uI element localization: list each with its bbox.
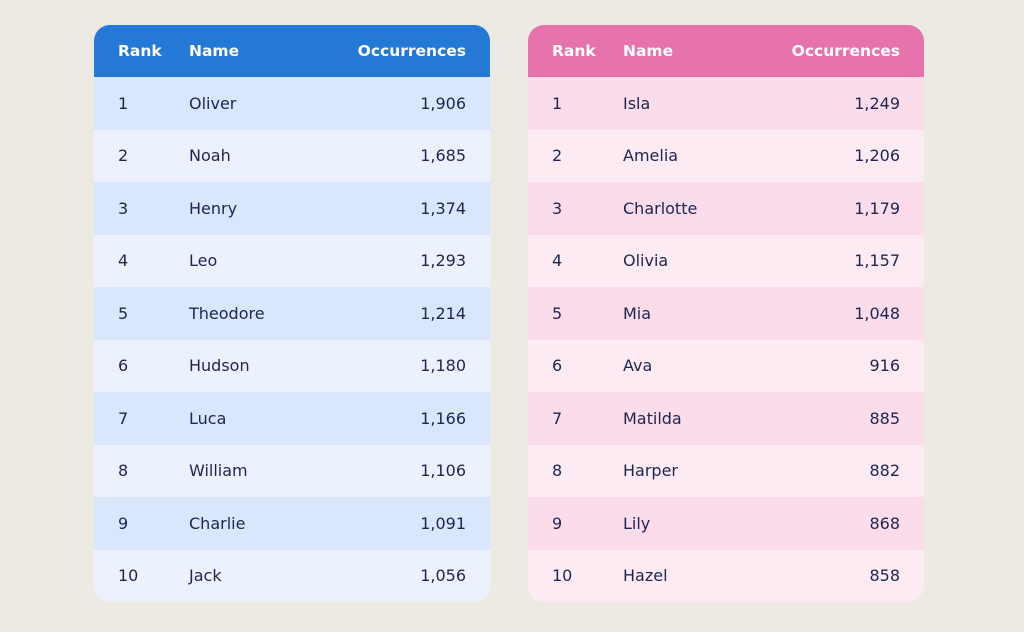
rank-cell: 1 xyxy=(552,93,563,113)
rank-cell: 10 xyxy=(118,566,139,586)
girls-names-table: Rank Name Occurrences 1 Isla 1,249 2 Ame… xyxy=(528,25,924,602)
occurrences-cell: 1,166 xyxy=(420,408,466,428)
name-cell: Isla xyxy=(623,93,651,113)
name-cell: Henry xyxy=(189,198,238,218)
table-row: 8 William 1,106 xyxy=(94,444,490,497)
rank-cell: 5 xyxy=(118,303,129,323)
table-row: 7 Matilda 885 xyxy=(528,392,924,445)
occurrences-cell: 1,374 xyxy=(420,198,466,218)
rank-cell: 9 xyxy=(118,513,129,533)
rank-cell: 5 xyxy=(552,303,563,323)
table-row: 1 Oliver 1,906 xyxy=(94,77,490,130)
occurrences-cell: 1,179 xyxy=(854,198,900,218)
table-row: 10 Hazel 858 xyxy=(528,549,924,602)
table-header: Rank Name Occurrences xyxy=(528,25,924,77)
rank-cell: 2 xyxy=(118,146,129,166)
boys-names-table: Rank Name Occurrences 1 Oliver 1,906 2 N… xyxy=(94,25,490,602)
occurrences-cell: 1,685 xyxy=(420,146,466,166)
rank-cell: 3 xyxy=(552,198,563,218)
name-cell: Amelia xyxy=(623,146,679,166)
occurrences-cell: 1,106 xyxy=(420,461,466,481)
name-cell: Leo xyxy=(189,251,218,271)
occurrences-cell: 1,206 xyxy=(854,146,900,166)
rank-cell: 10 xyxy=(552,566,573,586)
rank-cell: 4 xyxy=(552,251,563,271)
name-cell: Hazel xyxy=(623,566,668,586)
table-header: Rank Name Occurrences xyxy=(94,25,490,77)
name-cell: Hudson xyxy=(189,356,250,376)
table-row: 3 Charlotte 1,179 xyxy=(528,182,924,235)
name-cell: Ava xyxy=(623,356,653,376)
table-row: 1 Isla 1,249 xyxy=(528,77,924,130)
occurrences-cell: 1,157 xyxy=(854,251,900,271)
name-cell: Theodore xyxy=(189,303,265,323)
rank-header: Rank xyxy=(118,42,162,60)
rank-cell: 7 xyxy=(118,408,129,428)
occurrences-cell: 882 xyxy=(869,461,900,481)
name-cell: Oliver xyxy=(189,93,237,113)
rank-cell: 9 xyxy=(552,513,563,533)
occurrences-cell: 1,214 xyxy=(420,303,466,323)
table-row: 8 Harper 882 xyxy=(528,444,924,497)
name-cell: Charlie xyxy=(189,513,246,533)
table-row: 7 Luca 1,166 xyxy=(94,392,490,445)
occurrences-cell: 868 xyxy=(869,513,900,533)
rank-cell: 3 xyxy=(118,198,129,218)
rank-cell: 7 xyxy=(552,408,563,428)
occurrences-cell: 1,056 xyxy=(420,566,466,586)
rank-cell: 2 xyxy=(552,146,563,166)
name-cell: Luca xyxy=(189,408,227,428)
name-cell: Charlotte xyxy=(623,198,698,218)
occurrences-cell: 1,091 xyxy=(420,513,466,533)
occurrences-cell: 1,906 xyxy=(420,93,466,113)
table-row: 10 Jack 1,056 xyxy=(94,549,490,602)
occurrences-cell: 1,293 xyxy=(420,251,466,271)
name-header: Name xyxy=(623,42,674,60)
name-cell: William xyxy=(189,461,248,481)
table-row: 5 Mia 1,048 xyxy=(528,287,924,340)
occurrences-header: Occurrences xyxy=(791,42,900,60)
occurrences-cell: 1,180 xyxy=(420,356,466,376)
rank-cell: 6 xyxy=(118,356,129,376)
name-cell: Matilda xyxy=(623,408,682,428)
name-cell: Jack xyxy=(189,566,222,586)
name-cell: Harper xyxy=(623,461,678,481)
rank-cell: 1 xyxy=(118,93,129,113)
table-row: 2 Noah 1,685 xyxy=(94,129,490,182)
rank-header: Rank xyxy=(552,42,596,60)
table-row: 6 Ava 916 xyxy=(528,339,924,392)
name-cell: Olivia xyxy=(623,251,669,271)
table-row: 3 Henry 1,374 xyxy=(94,182,490,235)
occurrences-header: Occurrences xyxy=(357,42,466,60)
occurrences-cell: 885 xyxy=(869,408,900,428)
rank-cell: 4 xyxy=(118,251,129,271)
table-row: 2 Amelia 1,206 xyxy=(528,129,924,182)
name-cell: Lily xyxy=(623,513,651,533)
table-row: 4 Olivia 1,157 xyxy=(528,234,924,287)
occurrences-cell: 1,249 xyxy=(854,93,900,113)
table-row: 4 Leo 1,293 xyxy=(94,234,490,287)
occurrences-cell: 916 xyxy=(869,356,900,376)
name-cell: Mia xyxy=(623,303,652,323)
rank-cell: 6 xyxy=(552,356,563,376)
table-row: 5 Theodore 1,214 xyxy=(94,287,490,340)
name-header: Name xyxy=(189,42,240,60)
table-row: 9 Lily 868 xyxy=(528,497,924,550)
table-row: 6 Hudson 1,180 xyxy=(94,339,490,392)
occurrences-cell: 858 xyxy=(869,566,900,586)
occurrences-cell: 1,048 xyxy=(854,303,900,323)
rank-cell: 8 xyxy=(118,461,129,481)
name-cell: Noah xyxy=(189,146,231,166)
rank-cell: 8 xyxy=(552,461,563,481)
table-row: 9 Charlie 1,091 xyxy=(94,497,490,550)
